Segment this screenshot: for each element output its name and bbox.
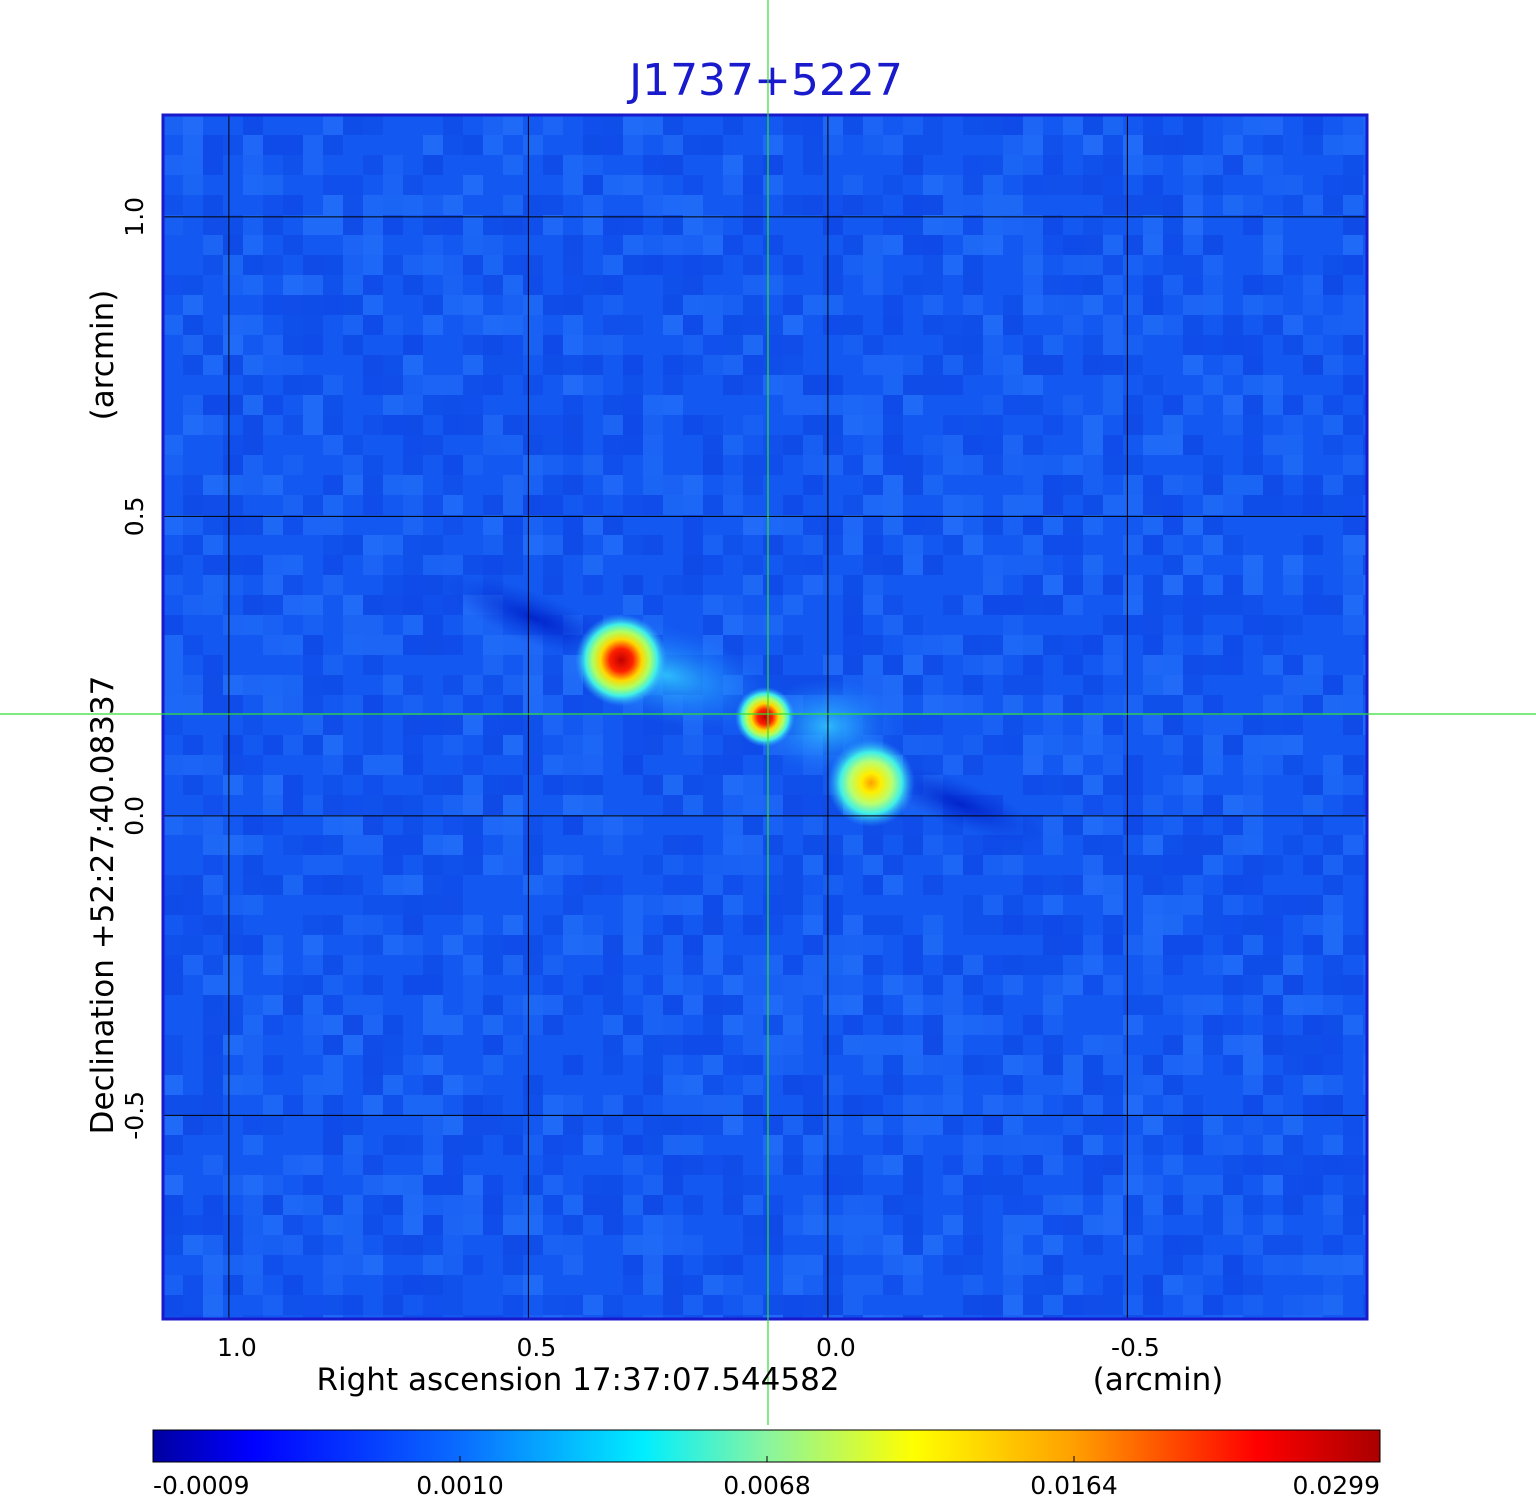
y-tick-labels: 1.0 0.5 0.0 -0.5 [120,197,149,1140]
y-tick-label: -0.5 [120,1091,149,1140]
radio-source [735,687,795,747]
x-tick-label: 0.5 [517,1333,557,1362]
colorbar-tick-label: 0.0068 [723,1471,810,1500]
plot-frame [161,113,1369,1321]
x-tick-label: 0.0 [816,1333,856,1362]
colorbar-tick-label: 0.0010 [416,1471,503,1500]
grid-lines [163,115,1367,1319]
colorbar-tick-label: -0.0009 [153,1471,250,1500]
x-axis-unit: (arcmin) [1093,1362,1224,1398]
colorbar-tick-label: 0.0299 [1293,1471,1380,1500]
radio-source [827,738,916,827]
x-tick-label: 1.0 [217,1333,257,1362]
negative-lobe [875,763,1044,845]
colorbar-tick-label: 0.0164 [1030,1471,1117,1500]
x-tick-labels: 1.0 0.5 0.0 -0.5 [217,1333,1160,1362]
radio-source [575,614,668,707]
x-axis-label: Right ascension 17:37:07.544582 [316,1362,839,1398]
y-tick-label: 0.5 [120,496,149,536]
crosshair [0,0,1536,1425]
colorbar-tick-labels: -0.0009 0.0010 0.0068 0.0164 0.0299 [152,1456,1381,1500]
y-axis-unit: (arcmin) [85,290,121,421]
chart-title: J1737+5227 [626,55,903,106]
y-tick-label: 0.0 [120,796,149,836]
x-tick-label: -0.5 [1111,1333,1160,1362]
image-area [163,115,1367,1319]
y-tick-label: 1.0 [120,197,149,237]
y-axis-label: Declination +52:27:40.08337 [85,676,121,1135]
